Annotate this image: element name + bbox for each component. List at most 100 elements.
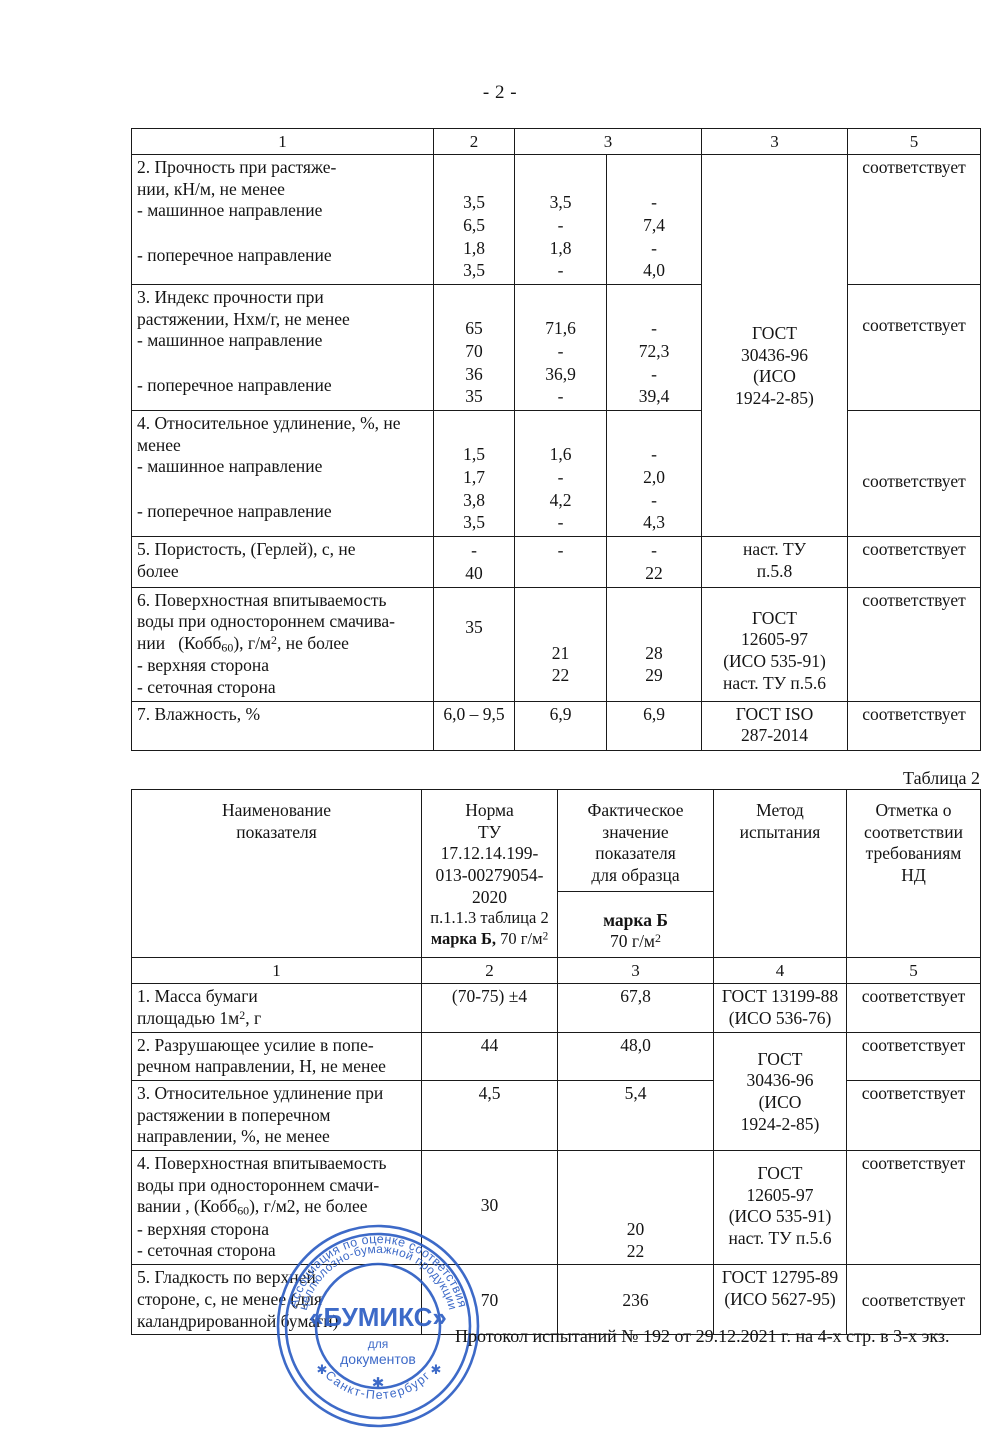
table-1: 1 2 3 3 5 2. Прочность при растяже- нии,…	[131, 127, 981, 752]
text-line: - сеточная сторона	[137, 677, 276, 697]
text-line: 2. Прочность при растяже-	[137, 157, 337, 178]
header-indicator-name: Наименование показателя	[131, 788, 422, 959]
header-norm-grade: марка Б, 70 г/м2	[430, 928, 549, 948]
text-line-kobb: вании , (Кобб60), г/м2, не более	[137, 1196, 368, 1218]
norm-value: 65 70 36 35	[433, 284, 515, 412]
page-number: - 2 -	[482, 82, 518, 103]
text-line: - машинное направление	[137, 456, 323, 477]
text-line: более	[137, 560, 179, 581]
table-row: 4. Относительное удлинение, %, не менее …	[131, 410, 981, 538]
fact-value-a: 1,6 - 4,2 -	[514, 410, 607, 538]
text-line: 5. Гладкость по верхней	[137, 1267, 316, 1288]
indicator-name: 3. Индекс прочности при растяжении, Нхм/…	[131, 284, 434, 412]
fact-value-b: - 7,4 - 4,0	[606, 154, 702, 286]
header-norm: Норма ТУ 17.12.14.199- 013-00279054- 202…	[421, 788, 558, 959]
table-row: 3. Относительное удлинение при растяжени…	[131, 1079, 981, 1152]
norm-value: 6,0 – 9,5	[433, 700, 515, 752]
norm-value: 3,5 6,5 1,8 3,5	[433, 154, 515, 286]
fact-value-b: - 72,3 - 39,4	[606, 284, 702, 412]
indicator-name: 5. Гладкость по верхней стороне, с, не м…	[131, 1264, 422, 1336]
indicator-name: 4. Относительное удлинение, %, не менее …	[131, 410, 434, 538]
fact-value: 236	[557, 1264, 714, 1336]
fact-value-a: 21 22	[514, 586, 607, 702]
text-line: 2. Разрушающее усилие в попе-	[137, 1034, 374, 1055]
text-line: - поперечное направление	[137, 500, 332, 521]
text-line: 6. Поверхностная впитываемость	[137, 589, 387, 610]
conformity-mark: соответствует	[846, 983, 981, 1033]
text-line-kobb: нии (Кобб60), г/м2, не более	[137, 632, 349, 655]
table-1-container: 1 2 3 3 5 2. Прочность при растяже- нии,…	[131, 127, 981, 752]
table-row: 1. Масса бумаги площадью 1м2, г (70-75) …	[131, 983, 981, 1033]
indicator-name: 4. Поверхностная впитываемость воды при …	[131, 1150, 422, 1266]
fact-value-a: 3,5 - 1,8 -	[514, 154, 607, 286]
indicator-name: 6. Поверхностная впитываемость воды при …	[131, 586, 434, 702]
table-row: 7. Влажность, % 6,0 – 9,5 6,9 6,9 ГОСТ I…	[131, 700, 981, 752]
col-num-3: 3	[514, 127, 702, 156]
text-line: воды при одностороннем смачива-	[137, 611, 395, 632]
norm-value: (70-75) ±4	[421, 983, 558, 1033]
table-row: 2. Прочность при растяже- нии, кН/м, не …	[131, 154, 981, 538]
table-row: 5. Пористость, (Герлей), с, не более - 4…	[131, 536, 981, 588]
col-num-1: 1	[131, 127, 434, 156]
test-method-merged: ГОСТ 30436-96 (ИСО 1924-2-85)	[701, 154, 848, 538]
table-2-caption: Таблица 2	[903, 768, 980, 788]
col-num-5: 5	[846, 957, 981, 985]
table-row: 3. Индекс прочности при растяжении, Нхм/…	[131, 284, 981, 412]
norm-value: 70	[421, 1264, 558, 1336]
fact-value: 5,4	[557, 1079, 714, 1152]
test-method: ГОСТ ISO 287-2014	[701, 700, 848, 752]
text-line: менее	[137, 434, 181, 455]
test-method: ГОСТ 12605-97 (ИСО 535-91) наст. ТУ п.5.…	[701, 586, 848, 702]
fact-value-b: - 22	[606, 536, 702, 588]
fact-value-a: 71,6 - 36,9 -	[514, 284, 607, 412]
norm-value: 1,5 1,7 3,8 3,5	[433, 410, 515, 538]
test-method: ГОСТ 12795-89 (ИСО 5627-95)	[713, 1264, 847, 1336]
text-line: - поперечное направление	[137, 374, 332, 395]
table-2: Наименование показателя Норма ТУ 17.12.1…	[131, 788, 981, 1336]
col-num-3: 3	[557, 957, 714, 985]
text-line: площадью 1м2, г	[137, 1007, 262, 1028]
header-method: Метод испытания	[713, 788, 847, 959]
col-num-2: 2	[421, 957, 558, 985]
test-method: ГОСТ 13199-88 (ИСО 536-76)	[713, 983, 847, 1033]
test-method: ГОСТ 12605-97 (ИСО 535-91) наст. ТУ п.5.…	[713, 1150, 847, 1266]
text-line: растяжении, Нхм/г, не менее	[137, 308, 350, 329]
svg-text:Санкт-Петербург: Санкт-Петербург	[323, 1368, 434, 1402]
text-line: 5. Пористость, (Герлей), с, не	[137, 539, 356, 560]
fact-value: 20 22	[557, 1150, 714, 1266]
stamp-star-bottom: ✱	[372, 1375, 385, 1392]
table-row: 4. Поверхностная впитываемость воды при …	[131, 1150, 981, 1266]
header-conformity: Отметка о соответствии требованиям НД	[846, 788, 981, 959]
test-method-merged: ГОСТ 30436-96 (ИСО 1924-2-85)	[713, 1031, 847, 1152]
col-num-2: 2	[433, 127, 515, 156]
table-row: 5. Гладкость по верхней стороне, с, не м…	[131, 1264, 981, 1336]
indicator-name: 7. Влажность, %	[131, 700, 434, 752]
table-2-container: Наименование показателя Норма ТУ 17.12.1…	[131, 788, 981, 1336]
conformity-mark: соответствует	[847, 284, 981, 412]
indicator-name: 2. Разрушающее усилие в попе- речном нап…	[131, 1031, 422, 1081]
text-line: 4. Поверхностная впитываемость	[137, 1153, 387, 1174]
stamp-star-left: ✱	[317, 1362, 328, 1377]
fact-value-a: -	[514, 536, 607, 588]
col-num-4: 4	[713, 957, 847, 985]
table-2-header-row: Наименование показателя Норма ТУ 17.12.1…	[131, 788, 981, 959]
indicator-name: 1. Масса бумаги площадью 1м2, г	[131, 983, 422, 1033]
conformity-mark: соответствует	[846, 1031, 981, 1081]
stamp-sub-line-2: документов	[340, 1351, 416, 1367]
fact-value-b: 6,9	[606, 700, 702, 752]
indicator-name: 3. Относительное удлинение при растяжени…	[131, 1079, 422, 1152]
conformity-mark: соответствует	[847, 586, 981, 702]
text-line: стороне, с, не менее (для	[137, 1289, 322, 1310]
conformity-mark: соответствует	[847, 536, 981, 588]
norm-value: - 40	[433, 536, 515, 588]
stamp-star-right: ✱	[431, 1362, 442, 1377]
indicator-name: 2. Прочность при растяже- нии, кН/м, не …	[131, 154, 434, 286]
test-method: наст. ТУ п.5.8	[701, 536, 848, 588]
text-line: - сеточная сторона	[137, 1240, 276, 1261]
conformity-mark: соответствует	[846, 1150, 981, 1266]
conformity-mark: соответствует	[847, 410, 981, 538]
text-line: 3. Относительное удлинение при	[137, 1082, 384, 1103]
fact-value-b: - 2,0 - 4,3	[606, 410, 702, 538]
text-line: 3. Индекс прочности при	[137, 287, 324, 308]
